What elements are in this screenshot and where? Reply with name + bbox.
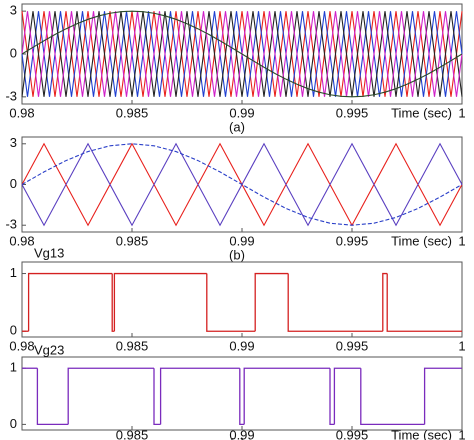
line-series <box>21 10 463 98</box>
y-tick-label: 0 <box>10 176 17 191</box>
y-tick-label: 0 <box>10 323 17 338</box>
y-tick-label: 0 <box>10 45 17 60</box>
line-series <box>21 11 463 97</box>
x-tick-label: 0.985 <box>116 233 149 248</box>
y-tick-label: 1 <box>10 265 17 280</box>
pulse-segment <box>254 272 289 332</box>
signal-label: Vg13 <box>34 245 64 260</box>
x-tick-label: 0.985 <box>116 338 149 353</box>
x-tick-label: 1 <box>458 338 465 353</box>
x-tick-label: 0.995 <box>336 427 369 440</box>
x-tick-label: 0.99 <box>229 233 254 248</box>
pulse-segment <box>329 368 335 426</box>
signal-label: Vg23 <box>34 342 64 357</box>
y-tick-label: 0 <box>10 416 17 431</box>
pulse-segment <box>287 273 383 332</box>
pulse-segment <box>360 368 425 426</box>
pulse-segment <box>67 367 154 425</box>
caption: (a) <box>229 119 245 134</box>
x-tick-label: 0.995 <box>336 105 369 120</box>
x-tick-label: 1 <box>458 427 465 440</box>
y-tick-label: 3 <box>10 3 17 18</box>
pulse-segment <box>36 368 69 426</box>
x-tick-label: 0.985 <box>116 105 149 120</box>
pulse-segment <box>113 272 207 332</box>
y-tick-label: -3 <box>5 217 17 232</box>
pulse-segment <box>159 367 240 425</box>
x-tick-label: 0.985 <box>116 427 149 440</box>
x-tick-label: 0.99 <box>229 427 254 440</box>
pulse-segment <box>386 273 462 332</box>
pulse-segment <box>153 368 161 426</box>
pulse-segment <box>27 272 113 332</box>
x-tick-label: 0.995 <box>336 338 369 353</box>
line-series <box>21 11 463 97</box>
pulse-segment <box>243 367 330 425</box>
x-tick-label: 1 <box>458 105 465 120</box>
x-tick-label: 0.99 <box>229 105 254 120</box>
pulse-segment <box>206 273 256 332</box>
x-tick-label: 0.98 <box>9 105 34 120</box>
line-series <box>21 143 463 226</box>
x-tick-label: 0.98 <box>9 233 34 248</box>
plot-frame <box>21 356 463 431</box>
pulse-segment <box>423 367 462 425</box>
y-tick-label: -3 <box>5 88 17 103</box>
pulse-segment <box>333 367 361 425</box>
x-axis-label: Time (sec) <box>391 105 452 120</box>
y-tick-label: 1 <box>10 360 17 375</box>
pulse-segment <box>111 273 115 332</box>
pulse-segment <box>382 272 388 332</box>
caption: (b) <box>229 247 245 262</box>
y-tick-label: 3 <box>10 135 17 150</box>
caption: (c) <box>229 435 244 440</box>
x-axis-label: Time (sec) <box>391 427 452 440</box>
plot-frame <box>21 261 463 338</box>
pulse-segment <box>239 368 245 426</box>
x-axis-label: Time (sec) <box>391 233 452 248</box>
x-tick-label: 1 <box>458 233 465 248</box>
x-tick-label: 0.995 <box>336 233 369 248</box>
x-tick-label: 0.98 <box>9 338 34 353</box>
x-tick-label: 0.99 <box>229 338 254 353</box>
